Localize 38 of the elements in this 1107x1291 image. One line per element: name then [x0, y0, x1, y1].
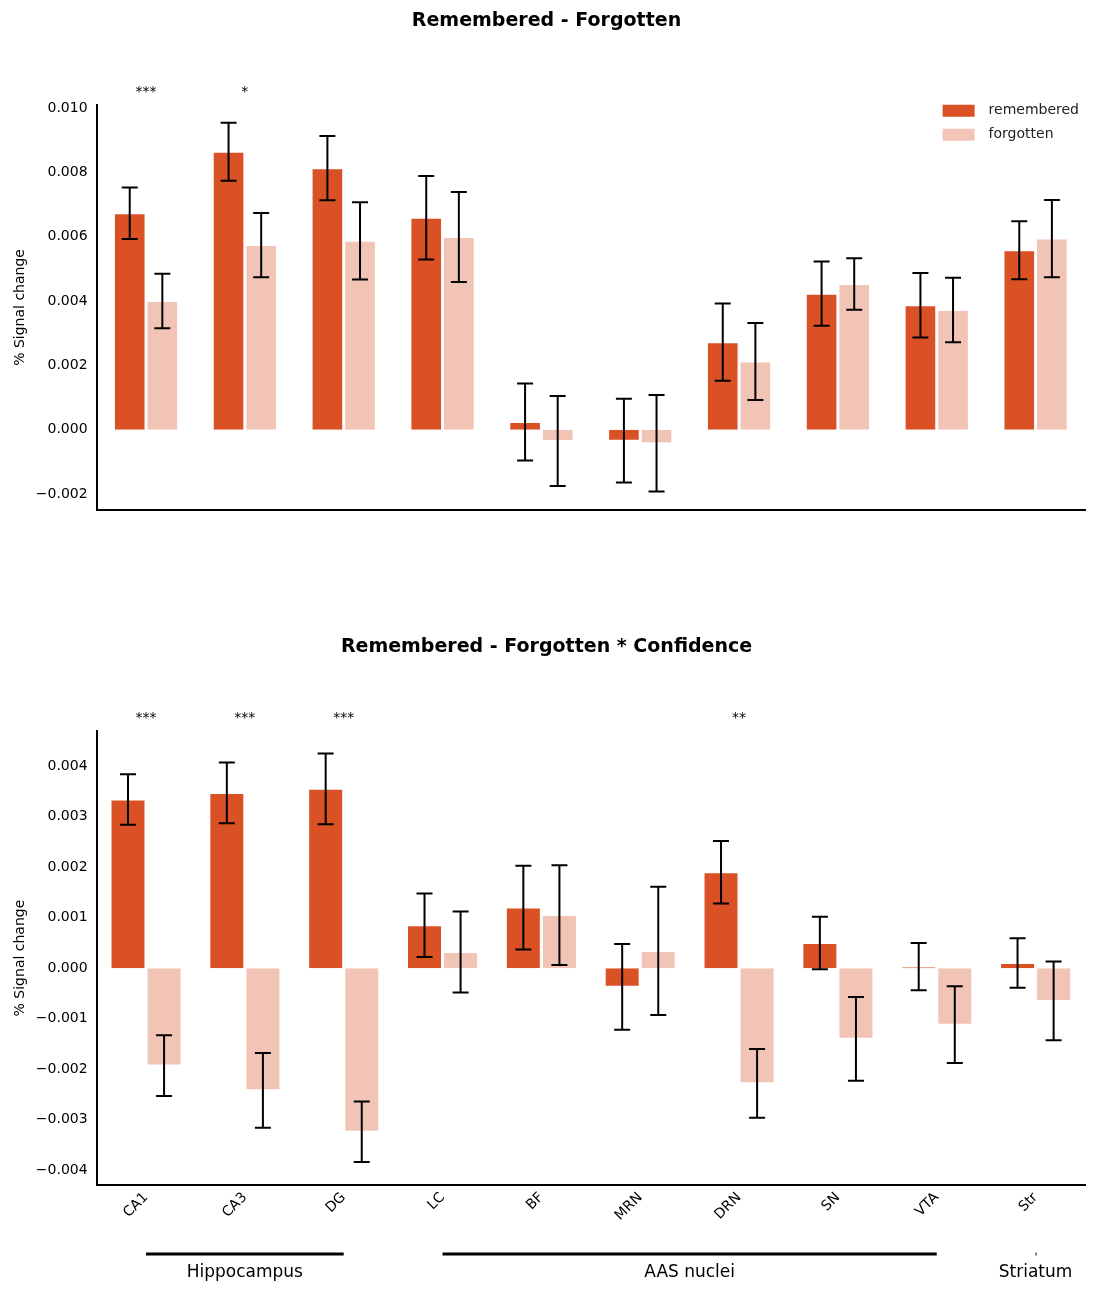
y-tick-label: 0.001	[47, 908, 88, 925]
text: **	[732, 709, 747, 726]
y-tick-label: 0.006	[47, 227, 88, 244]
text: Striatum	[998, 1261, 1073, 1282]
y-tick-label: −0.002	[35, 484, 88, 501]
text: Hippocampus	[186, 1261, 304, 1282]
legend-label: forgotten	[988, 125, 1054, 142]
x-tick-label: CA1	[119, 1188, 151, 1220]
y-tick-label: 0.004	[47, 291, 88, 308]
chart-title: Remembered - Forgotten	[411, 8, 682, 31]
y-axis-title: % Signal change	[11, 249, 28, 366]
y-tick-label: 0.010	[47, 98, 88, 115]
x-tick-label: DG	[321, 1188, 349, 1216]
text: ***	[234, 709, 256, 726]
y-tick-label: 0.000	[47, 420, 88, 437]
y-tick-label: −0.002	[35, 1059, 88, 1076]
y-tick-label: −0.004	[35, 1160, 88, 1177]
y-tick-label: 0.003	[47, 807, 88, 824]
chart-title: Remembered - Forgotten * Confidence	[340, 634, 753, 657]
y-tick-label: −0.003	[35, 1110, 88, 1127]
y-tick-label: 0.002	[47, 857, 88, 874]
x-tick-label: SN	[817, 1188, 843, 1214]
text: ***	[333, 709, 355, 726]
legend-label: remembered	[988, 101, 1080, 118]
text: *	[241, 83, 249, 100]
x-tick-label: Str	[1014, 1188, 1041, 1215]
text: ***	[135, 709, 157, 726]
y-tick-label: 0.008	[47, 162, 88, 179]
y-tick-label: 0.002	[47, 356, 88, 372]
y-tick-label: −0.001	[35, 1009, 88, 1026]
x-tick-label: VTA	[911, 1188, 942, 1219]
y-tick-label: 0.000	[47, 958, 88, 975]
x-tick-label: BF	[522, 1188, 547, 1213]
text: ***	[135, 83, 157, 100]
text: AAS nuclei	[644, 1261, 736, 1282]
y-axis-title: % Signal change	[11, 899, 28, 1017]
y-tick-label: 0.004	[47, 756, 88, 773]
x-tick-label: LC	[423, 1188, 448, 1213]
